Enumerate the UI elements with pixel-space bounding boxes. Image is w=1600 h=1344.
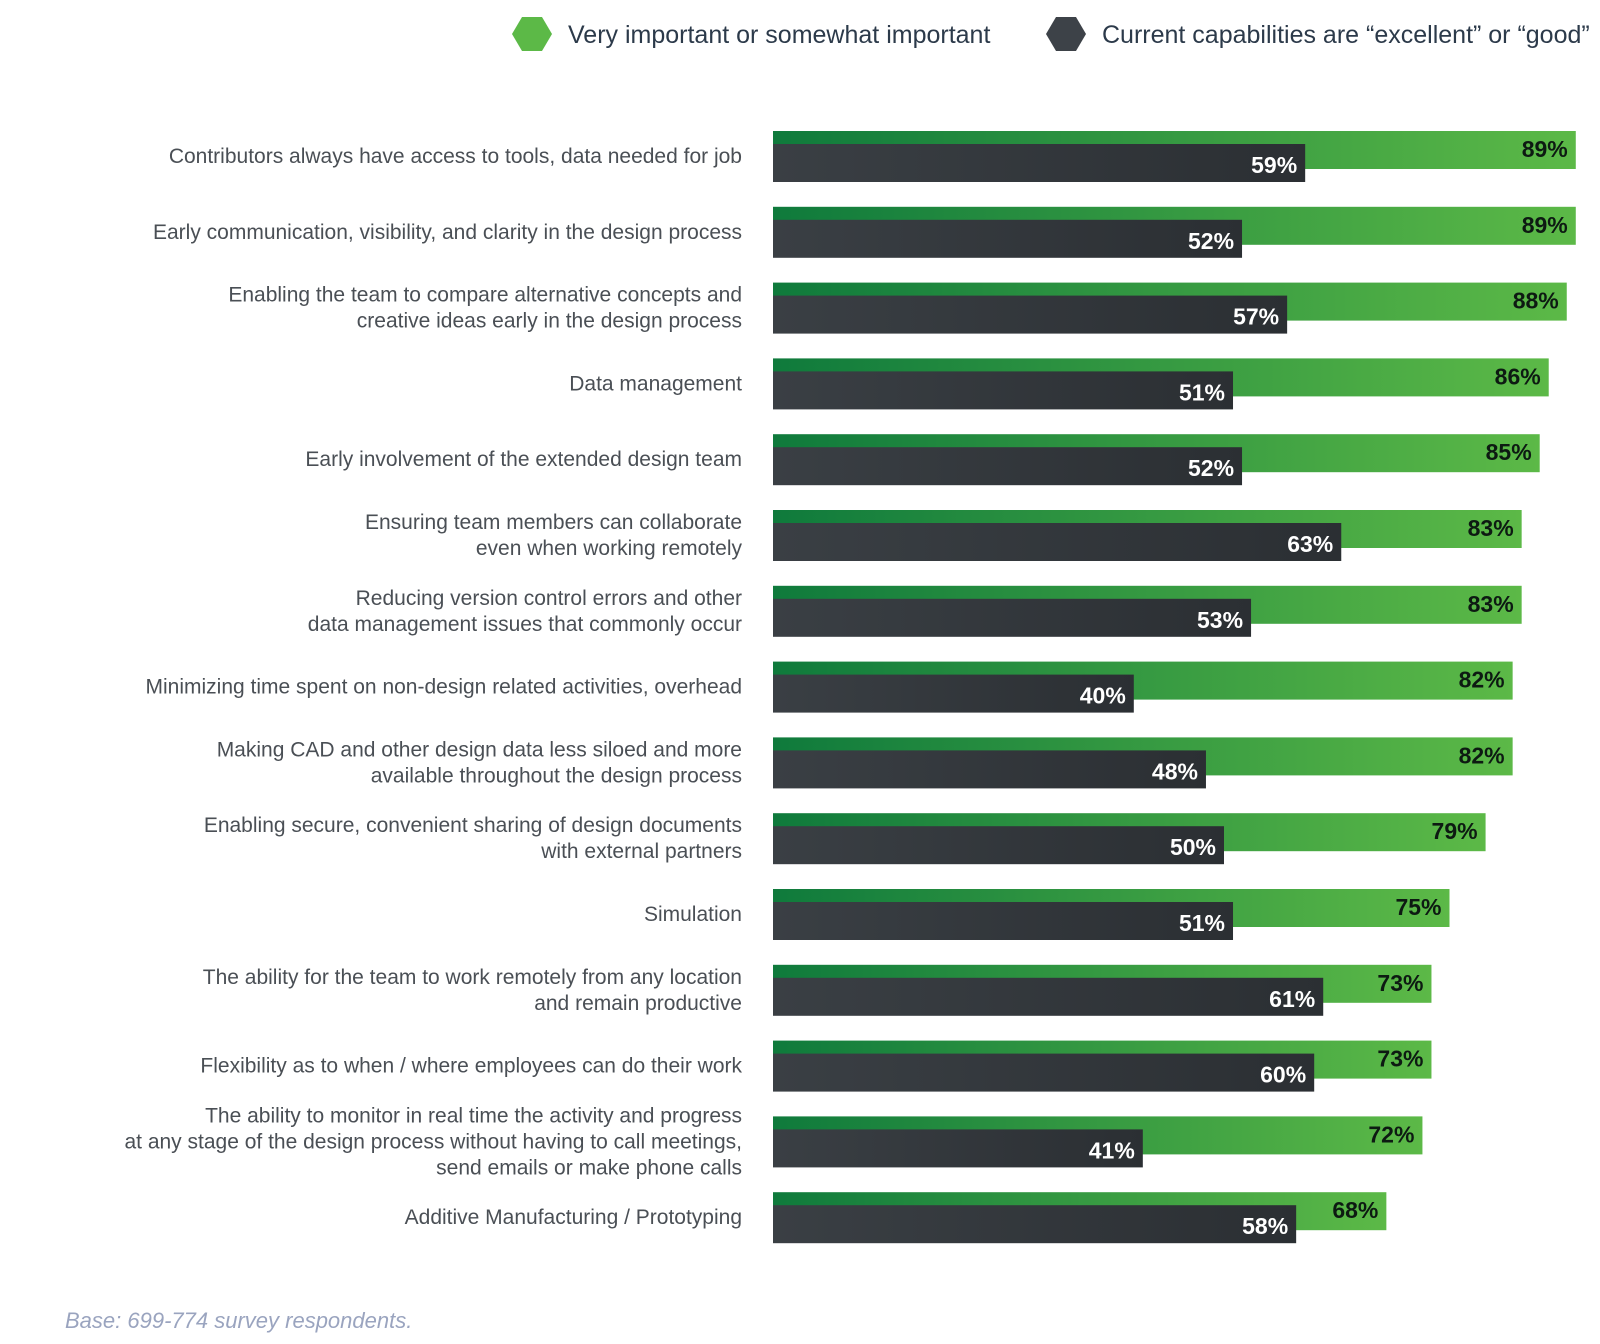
- capabilities-bar: [773, 826, 1224, 865]
- capabilities-bar: [773, 1053, 1315, 1092]
- importance-value-label: 73%: [1377, 970, 1423, 996]
- importance-value-label: 82%: [1459, 667, 1505, 693]
- category-label: at any stage of the design process witho…: [124, 1130, 742, 1153]
- category-label: creative ideas early in the design proce…: [357, 310, 742, 333]
- category-label: Enabling the team to compare alternative…: [228, 284, 742, 307]
- capabilities-value-label: 50%: [1170, 834, 1216, 860]
- footnote: Base: 699-774 survey respondents.: [65, 1308, 412, 1333]
- capabilities-value-label: 57%: [1233, 304, 1279, 330]
- category-label: send emails or make phone calls: [436, 1156, 742, 1179]
- importance-value-label: 75%: [1395, 894, 1441, 920]
- capabilities-bar: [773, 977, 1324, 1016]
- capabilities-bar: [773, 598, 1252, 637]
- capabilities-bar: [773, 1205, 1297, 1244]
- category-label: Minimizing time spent on non-design rela…: [146, 676, 742, 699]
- capabilities-bar: [773, 295, 1288, 334]
- capabilities-value-label: 60%: [1260, 1062, 1306, 1088]
- category-label: Making CAD and other design data less si…: [217, 738, 742, 761]
- importance-value-label: 86%: [1495, 363, 1541, 389]
- category-label: Simulation: [644, 903, 742, 926]
- category-label: Early communication, visibility, and cla…: [153, 221, 742, 244]
- capabilities-value-label: 41%: [1089, 1137, 1135, 1163]
- legend-important-hexagon-icon: [512, 17, 552, 51]
- importance-value-label: 85%: [1486, 439, 1532, 465]
- category-label: available throughout the design process: [371, 764, 742, 787]
- category-label: Flexibility as to when / where employees…: [200, 1055, 742, 1078]
- legend: Very important or somewhat important Cur…: [512, 17, 1590, 51]
- capabilities-bar: [773, 219, 1243, 258]
- category-label: Data management: [569, 372, 742, 395]
- importance-value-label: 83%: [1468, 515, 1514, 541]
- capabilities-bar: [773, 523, 1342, 561]
- capabilities-value-label: 48%: [1152, 758, 1198, 784]
- capabilities-bar: [773, 447, 1243, 486]
- capabilities-value-label: 58%: [1242, 1213, 1288, 1239]
- category-label: Early involvement of the extended design…: [305, 448, 742, 471]
- category-label: Contributors always have access to tools…: [169, 145, 742, 168]
- category-label: Reducing version control errors and othe…: [356, 587, 742, 610]
- capabilities-bar: [773, 674, 1134, 713]
- capabilities-value-label: 51%: [1179, 910, 1225, 936]
- capabilities-value-label: 52%: [1188, 228, 1234, 254]
- importance-value-label: 88%: [1513, 288, 1559, 314]
- importance-value-label: 79%: [1432, 818, 1478, 844]
- capabilities-value-label: 59%: [1251, 152, 1297, 178]
- category-label: The ability for the team to work remotel…: [203, 966, 742, 989]
- importance-value-label: 73%: [1377, 1046, 1423, 1072]
- category-label: with external partners: [540, 840, 742, 863]
- importance-value-label: 89%: [1522, 136, 1568, 162]
- importance-value-label: 83%: [1468, 591, 1514, 617]
- category-label: and remain productive: [534, 992, 742, 1015]
- capabilities-bar: [773, 1129, 1143, 1168]
- importance-value-label: 89%: [1522, 212, 1568, 238]
- capabilities-bar: [773, 902, 1234, 940]
- importance-value-label: 68%: [1332, 1197, 1378, 1223]
- capabilities-bar: [773, 144, 1306, 182]
- capabilities-value-label: 53%: [1197, 607, 1243, 633]
- category-labels: Contributors always have access to tools…: [124, 145, 742, 1229]
- category-label: Ensuring team members can collaborate: [365, 511, 742, 534]
- category-label: Additive Manufacturing / Prototyping: [405, 1206, 742, 1229]
- capabilities-value-label: 63%: [1287, 531, 1333, 557]
- category-label: Enabling secure, convenient sharing of d…: [204, 814, 742, 837]
- legend-important-label: Very important or somewhat important: [568, 21, 990, 49]
- capabilities-value-label: 40%: [1080, 683, 1126, 709]
- category-label: even when working remotely: [476, 537, 743, 560]
- category-label: data management issues that commonly occ…: [308, 613, 742, 636]
- capabilities-bar: [773, 371, 1234, 410]
- legend-capabilities-label: Current capabilities are “excellent” or …: [1102, 21, 1590, 49]
- bars: 89% 59% 89% 52% 88% 57% 86% 51% 85% 52% 83% 63% 83% 5…: [773, 131, 1576, 1244]
- capabilities-value-label: 61%: [1269, 986, 1315, 1012]
- legend-capabilities-hexagon-icon: [1046, 17, 1086, 51]
- importance-value-label: 82%: [1459, 742, 1505, 768]
- capabilities-bar: [773, 750, 1206, 789]
- capabilities-value-label: 52%: [1188, 455, 1234, 481]
- category-label: The ability to monitor in real time the …: [205, 1104, 742, 1127]
- capabilities-value-label: 51%: [1179, 379, 1225, 405]
- importance-value-label: 72%: [1368, 1121, 1414, 1147]
